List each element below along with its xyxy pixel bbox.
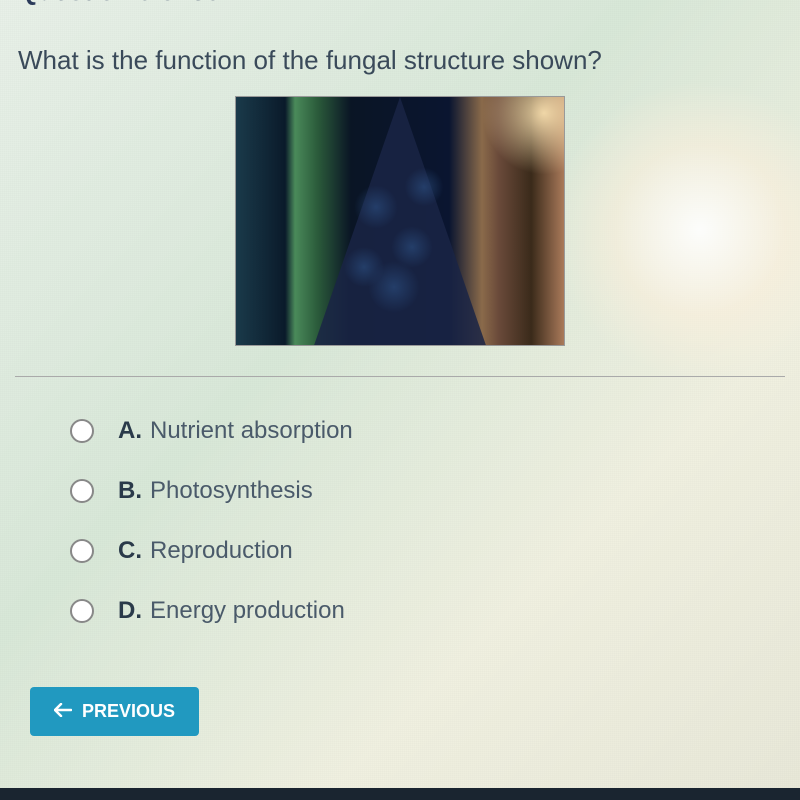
question-prompt: What is the function of the fungal struc… <box>0 20 800 96</box>
option-letter: C. <box>118 537 142 565</box>
sun-flare <box>464 97 564 177</box>
option-text: Energy production <box>150 597 345 625</box>
radio-button-c[interactable] <box>70 539 94 563</box>
question-header-partial: Question 9 of 30 <box>0 0 800 20</box>
option-letter: B. <box>118 477 142 505</box>
previous-button-label: PREVIOUS <box>82 701 175 722</box>
option-c[interactable]: C. Reproduction <box>70 537 730 565</box>
screen-bottom-edge <box>0 788 800 800</box>
answer-options: A. Nutrient absorption B. Photosynthesis… <box>0 397 800 677</box>
question-image-container <box>0 96 800 346</box>
arrow-left-icon <box>54 701 72 722</box>
horizontal-divider <box>15 376 785 377</box>
option-a[interactable]: A. Nutrient absorption <box>70 417 730 445</box>
question-number-label: Question 9 of 30 <box>18 0 220 6</box>
fungal-structure-image <box>235 96 565 346</box>
navigation-buttons: PREVIOUS <box>0 677 800 746</box>
previous-button[interactable]: PREVIOUS <box>30 687 199 736</box>
option-d[interactable]: D. Energy production <box>70 597 730 625</box>
radio-button-b[interactable] <box>70 479 94 503</box>
radio-button-a[interactable] <box>70 419 94 443</box>
option-text: Nutrient absorption <box>150 417 353 445</box>
fungal-texture <box>340 127 460 327</box>
option-b[interactable]: B. Photosynthesis <box>70 477 730 505</box>
radio-button-d[interactable] <box>70 599 94 623</box>
option-letter: D. <box>118 597 142 625</box>
option-text: Reproduction <box>150 537 293 565</box>
option-text: Photosynthesis <box>150 477 313 505</box>
option-letter: A. <box>118 417 142 445</box>
